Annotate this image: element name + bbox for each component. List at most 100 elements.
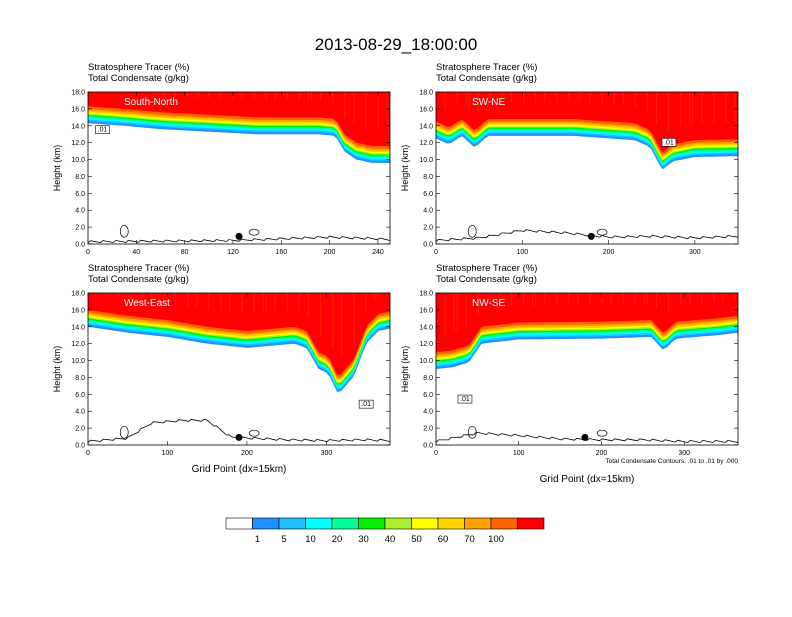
colorbar-swatch — [490, 517, 518, 530]
terrain-line — [436, 229, 738, 242]
y-tick-label: 14.0 — [419, 324, 433, 331]
colorbar: 1 5 10 20 30 40 50 60 70 100 — [225, 517, 545, 545]
terrain-line — [88, 235, 390, 244]
panel-label: NW-SE — [472, 298, 505, 309]
y-tick-label: 2.0 — [75, 426, 85, 433]
colorbar-label: 30 — [358, 534, 369, 545]
colorbar-swatch — [331, 517, 359, 530]
condensate-contour — [248, 228, 260, 236]
x-tick-label: 40 — [132, 249, 140, 256]
y-tick-label: 0.0 — [75, 443, 85, 450]
contour-label: .01 — [361, 401, 371, 408]
contour-label-box — [457, 394, 473, 404]
y-tick-label: 18.0 — [419, 90, 433, 97]
x-axis-label: Grid Point (dx=15km) — [192, 464, 287, 475]
contour-note: Total Condensate Contours: .01 to .01 by… — [605, 458, 738, 465]
x-tick-label: 200 — [596, 450, 608, 457]
condensate-contour — [467, 425, 477, 439]
panels: Stratosphere Tracer (%)Total Condensate … — [52, 62, 739, 485]
colorbar-label: 1 — [255, 534, 260, 545]
panel-title-condensate: Total Condensate (g/kg) — [436, 73, 537, 84]
x-tick-label: 100 — [513, 450, 525, 457]
x-tick-label: 0 — [434, 450, 438, 457]
y-tick-label: 10.0 — [419, 157, 433, 164]
y-tick-label: 4.0 — [423, 409, 433, 416]
location-marker — [235, 433, 243, 441]
colorbar-label: 70 — [464, 534, 475, 545]
x-tick-label: 200 — [324, 249, 336, 256]
panel-title-condensate: Total Condensate (g/kg) — [436, 274, 537, 285]
contour-label: .01 — [460, 396, 470, 403]
y-tick-label: 8.0 — [423, 375, 433, 382]
panel-south-north: Stratosphere Tracer (%)Total Condensate … — [52, 62, 391, 256]
contour-label-box — [358, 399, 374, 409]
contour-label: .01 — [664, 139, 674, 146]
colorbar-label: 100 — [488, 534, 504, 545]
colorbar-swatch — [384, 517, 412, 530]
contour-label-box — [661, 138, 677, 147]
y-tick-label: 12.0 — [419, 140, 433, 147]
x-tick-label: 100 — [516, 249, 528, 256]
y-tick-label: 0.0 — [423, 443, 433, 450]
colorbar-swatch — [252, 517, 280, 530]
y-tick-label: 4.0 — [423, 208, 433, 215]
y-tick-label: 18.0 — [419, 291, 433, 298]
plot-frame — [87, 91, 391, 245]
y-tick-label: 12.0 — [419, 341, 433, 348]
x-axis-label: Grid Point (dx=15km) — [540, 474, 635, 485]
condensate-contour — [119, 224, 129, 238]
y-tick-label: 16.0 — [419, 106, 433, 113]
y-tick-label: 6.0 — [423, 191, 433, 198]
colorbar-swatch — [464, 517, 492, 530]
y-tick-label: 8.0 — [75, 174, 85, 181]
colorbar-swatch — [437, 517, 465, 530]
contour-label-box — [95, 125, 110, 134]
y-tick-label: 6.0 — [423, 392, 433, 399]
condensate-contour — [248, 429, 260, 437]
x-tick-label: 80 — [181, 249, 189, 256]
colorbar-swatch — [411, 517, 439, 530]
x-tick-label: 0 — [86, 249, 90, 256]
colorbar-swatch — [225, 517, 253, 530]
y-tick-label: 14.0 — [71, 123, 85, 130]
colorbar-label: 5 — [281, 534, 286, 545]
colorbar-label: 40 — [385, 534, 396, 545]
x-tick-label: 120 — [227, 249, 239, 256]
plot-frame — [435, 91, 739, 245]
y-tick-label: 10.0 — [71, 358, 85, 365]
y-tick-label: 14.0 — [419, 123, 433, 130]
condensate-contour — [596, 228, 608, 236]
x-tick-label: 160 — [275, 249, 287, 256]
panel-label: West-East — [124, 298, 170, 309]
y-tick-label: 2.0 — [423, 426, 433, 433]
y-tick-label: 12.0 — [71, 140, 85, 147]
tracer-band-11 — [436, 92, 738, 153]
plot-area: .01 — [436, 293, 738, 445]
condensate-contour — [596, 429, 608, 437]
y-tick-label: 16.0 — [71, 307, 85, 314]
x-tick-label: 200 — [241, 450, 253, 457]
colorbar-swatch — [278, 517, 306, 530]
terrain-line — [436, 431, 738, 443]
x-tick-label: 200 — [603, 249, 615, 256]
y-tick-label: 6.0 — [75, 392, 85, 399]
y-axis-label: Height (km) — [52, 346, 62, 393]
y-tick-label: 12.0 — [71, 341, 85, 348]
location-marker — [235, 232, 243, 240]
panel-title-condensate: Total Condensate (g/kg) — [88, 73, 189, 84]
main-title: 2013-08-29_18:00:00 — [315, 35, 478, 54]
x-tick-label: 0 — [434, 249, 438, 256]
panel-label: South-North — [124, 97, 178, 108]
y-tick-label: 18.0 — [71, 291, 85, 298]
panel-sw-ne: Stratosphere Tracer (%)Total Condensate … — [400, 62, 739, 256]
y-tick-label: 6.0 — [75, 191, 85, 198]
y-tick-label: 0.0 — [423, 242, 433, 249]
plot-area: .01 — [88, 293, 390, 445]
tracer-band-11 — [436, 293, 738, 353]
condensate-contour — [467, 224, 477, 238]
panel-title-tracer: Stratosphere Tracer (%) — [436, 62, 537, 73]
y-tick-label: 2.0 — [423, 225, 433, 232]
y-tick-label: 16.0 — [71, 106, 85, 113]
plot-area: .01 — [436, 92, 738, 244]
x-tick-label: 300 — [689, 249, 701, 256]
